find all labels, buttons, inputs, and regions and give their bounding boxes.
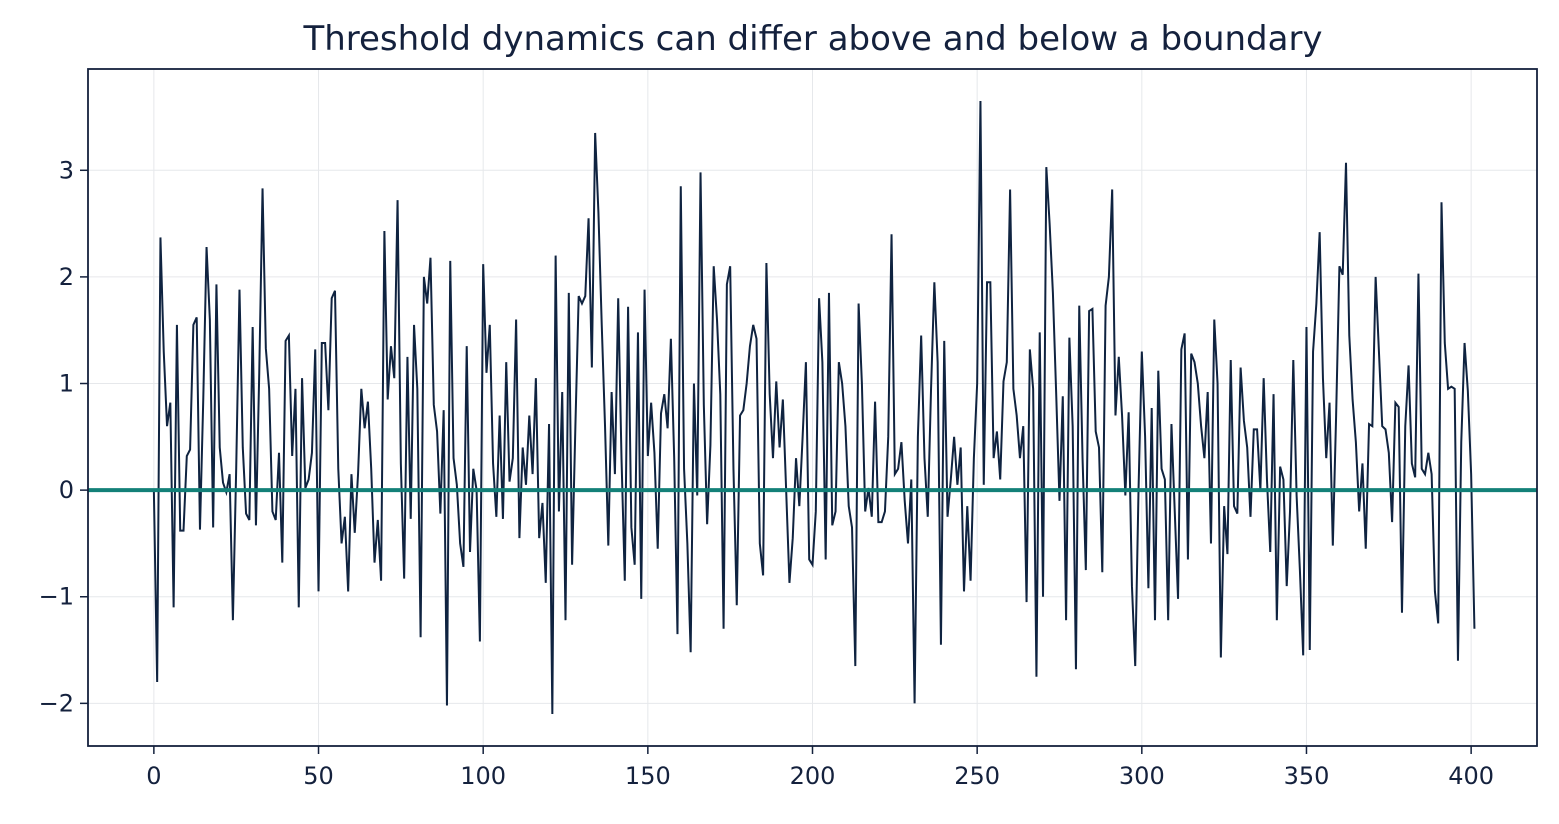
y-tick-label: 0	[59, 476, 74, 504]
x-axis: 0 50 100 150 200 250 300 350 400	[146, 746, 1494, 790]
x-tick-label: 250	[954, 762, 1000, 790]
y-tick-label: 3	[59, 156, 74, 184]
x-tick-label: 400	[1448, 762, 1494, 790]
y-tick-label: −2	[39, 689, 74, 717]
y-tick-label: 1	[59, 370, 74, 398]
y-axis: −2 −1 0 1 2 3	[39, 156, 88, 717]
x-tick-label: 150	[625, 762, 671, 790]
series-layer	[152, 100, 1476, 715]
x-tick-label: 350	[1284, 762, 1330, 790]
chart-title: Threshold dynamics can differ above and …	[302, 19, 1322, 59]
x-tick-label: 100	[460, 762, 506, 790]
y-tick-label: 2	[59, 263, 74, 291]
series-line	[152, 100, 1476, 715]
y-tick-label: −1	[39, 583, 74, 611]
x-tick-label: 50	[303, 762, 334, 790]
x-tick-label: 200	[790, 762, 836, 790]
grid-layer	[88, 69, 1537, 746]
x-tick-label: 0	[146, 762, 161, 790]
x-tick-label: 300	[1119, 762, 1165, 790]
